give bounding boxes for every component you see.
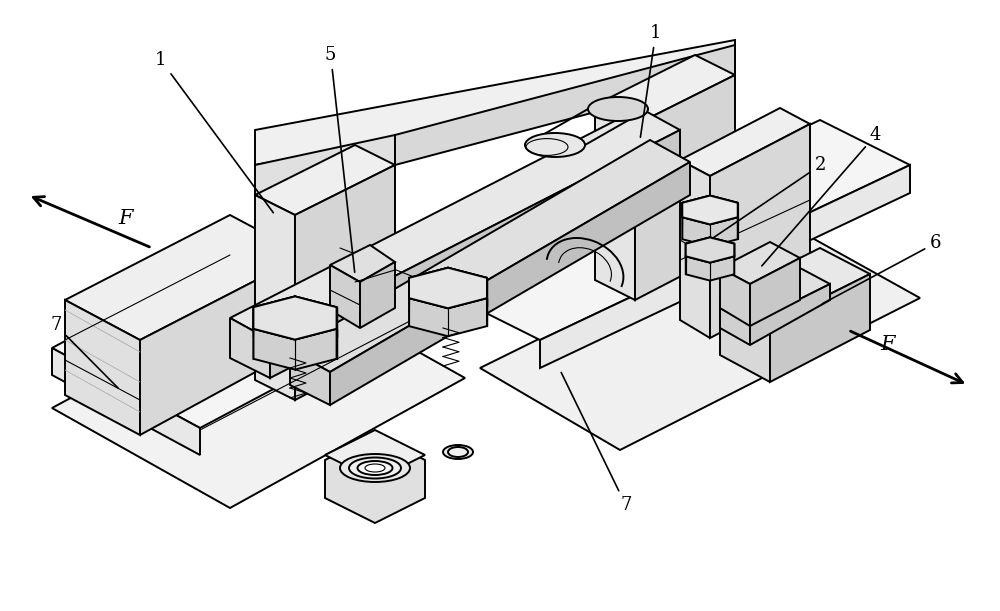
Polygon shape xyxy=(720,298,770,382)
Polygon shape xyxy=(720,268,830,324)
Text: 1: 1 xyxy=(640,24,662,137)
Polygon shape xyxy=(710,124,810,338)
Polygon shape xyxy=(540,165,910,368)
Polygon shape xyxy=(595,105,635,300)
Polygon shape xyxy=(480,220,920,450)
Text: 5: 5 xyxy=(325,46,355,273)
Polygon shape xyxy=(290,350,330,405)
Polygon shape xyxy=(230,108,680,340)
Polygon shape xyxy=(295,165,395,400)
Polygon shape xyxy=(253,296,337,340)
Polygon shape xyxy=(680,108,810,176)
Polygon shape xyxy=(255,135,395,195)
Polygon shape xyxy=(750,284,830,345)
Ellipse shape xyxy=(349,458,401,478)
Ellipse shape xyxy=(358,461,392,475)
Polygon shape xyxy=(330,265,360,328)
Ellipse shape xyxy=(365,464,385,472)
Polygon shape xyxy=(720,248,870,324)
Polygon shape xyxy=(682,217,738,246)
Polygon shape xyxy=(253,296,337,340)
Polygon shape xyxy=(255,40,735,165)
Polygon shape xyxy=(409,268,487,309)
Text: 4: 4 xyxy=(762,126,881,266)
Polygon shape xyxy=(686,238,734,263)
Polygon shape xyxy=(140,255,305,435)
Text: 2: 2 xyxy=(712,156,826,238)
Text: 6: 6 xyxy=(822,234,942,304)
Polygon shape xyxy=(65,215,305,340)
Polygon shape xyxy=(682,196,738,224)
Polygon shape xyxy=(230,318,270,378)
Polygon shape xyxy=(770,274,870,382)
Ellipse shape xyxy=(525,133,585,157)
Ellipse shape xyxy=(588,97,648,121)
Polygon shape xyxy=(395,45,735,165)
Polygon shape xyxy=(595,55,735,125)
Text: 7: 7 xyxy=(561,373,631,514)
Polygon shape xyxy=(409,298,487,336)
Ellipse shape xyxy=(448,447,468,457)
Polygon shape xyxy=(290,140,690,372)
Polygon shape xyxy=(680,160,710,338)
Polygon shape xyxy=(330,245,395,282)
Polygon shape xyxy=(450,120,910,340)
Polygon shape xyxy=(686,238,734,263)
Polygon shape xyxy=(255,145,395,215)
Text: F: F xyxy=(118,208,132,227)
Polygon shape xyxy=(52,348,200,455)
Text: F: F xyxy=(880,335,895,354)
Polygon shape xyxy=(253,329,337,370)
Polygon shape xyxy=(270,130,680,378)
Polygon shape xyxy=(682,196,738,224)
Polygon shape xyxy=(52,210,460,428)
Polygon shape xyxy=(255,195,295,400)
Polygon shape xyxy=(409,268,487,309)
Polygon shape xyxy=(635,75,735,300)
Text: 1: 1 xyxy=(155,51,273,213)
Polygon shape xyxy=(65,300,140,435)
Polygon shape xyxy=(720,308,750,345)
Polygon shape xyxy=(720,268,750,326)
Polygon shape xyxy=(52,280,465,508)
Polygon shape xyxy=(325,430,425,480)
Polygon shape xyxy=(330,162,690,405)
Polygon shape xyxy=(750,258,800,326)
Ellipse shape xyxy=(443,445,473,459)
Text: 7: 7 xyxy=(50,316,118,388)
Polygon shape xyxy=(686,256,734,280)
Polygon shape xyxy=(325,435,425,523)
Polygon shape xyxy=(360,262,395,328)
Ellipse shape xyxy=(340,454,410,482)
Polygon shape xyxy=(720,242,800,284)
